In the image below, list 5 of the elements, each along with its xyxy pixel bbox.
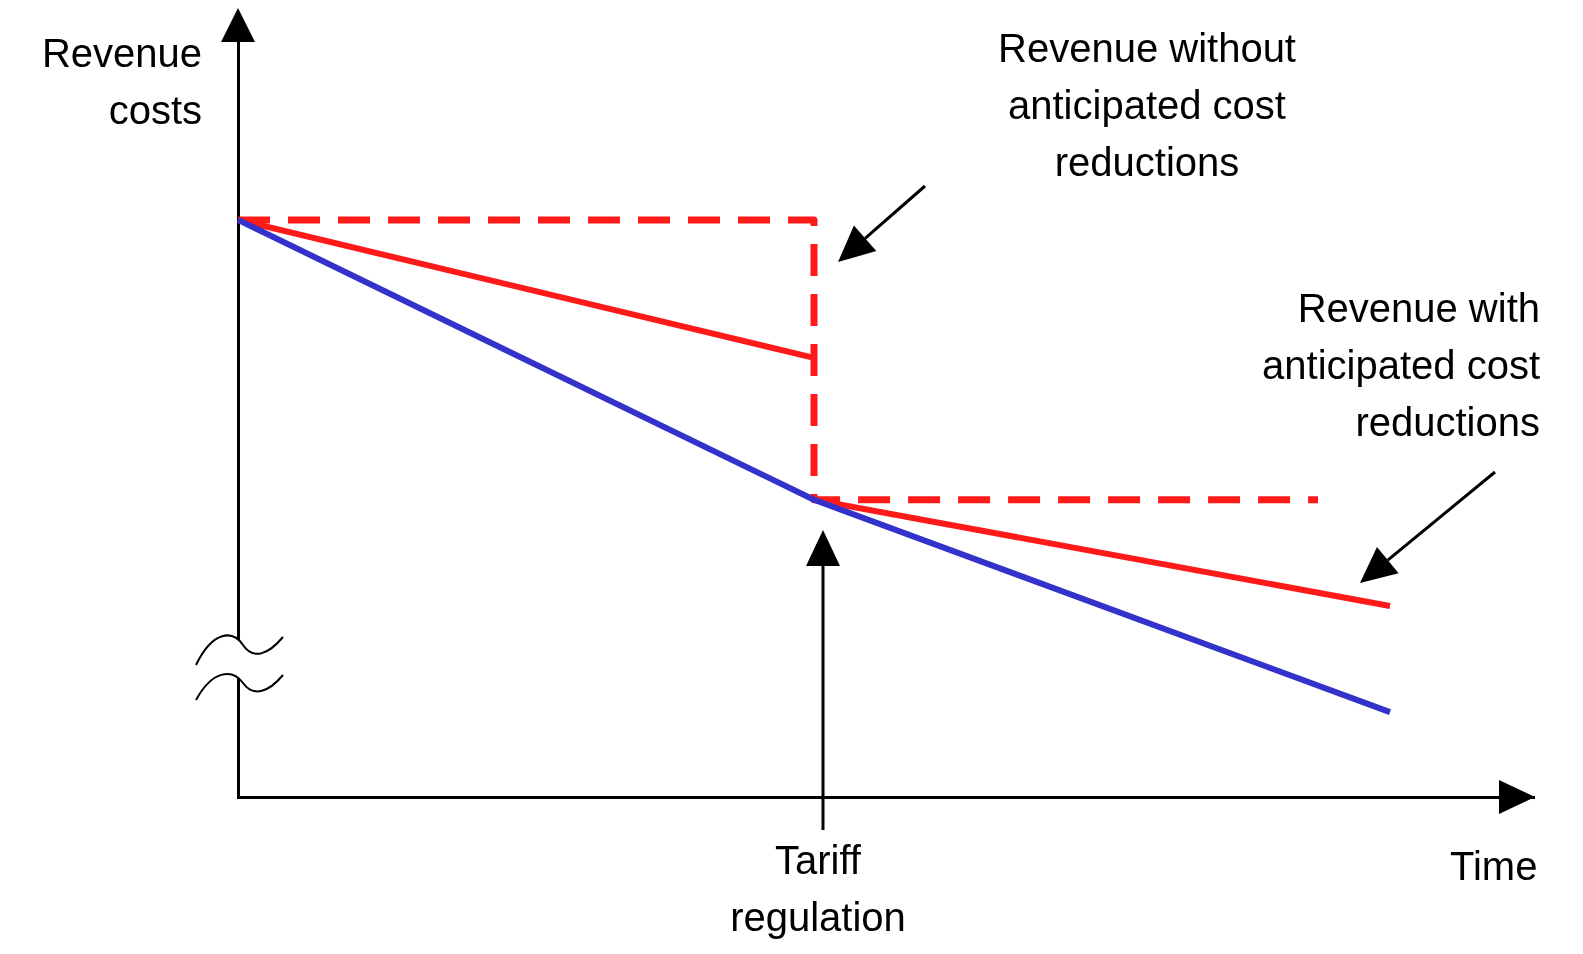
x-axis-title: Time bbox=[1450, 843, 1538, 890]
annotation: Revenue with anticipated cost reductions bbox=[1261, 285, 1540, 446]
text: Revenue without anticipated cost reductions bbox=[997, 25, 1297, 186]
text: Tariff regulation bbox=[729, 837, 907, 941]
y-axis-title: Revenue costs bbox=[41, 30, 202, 134]
